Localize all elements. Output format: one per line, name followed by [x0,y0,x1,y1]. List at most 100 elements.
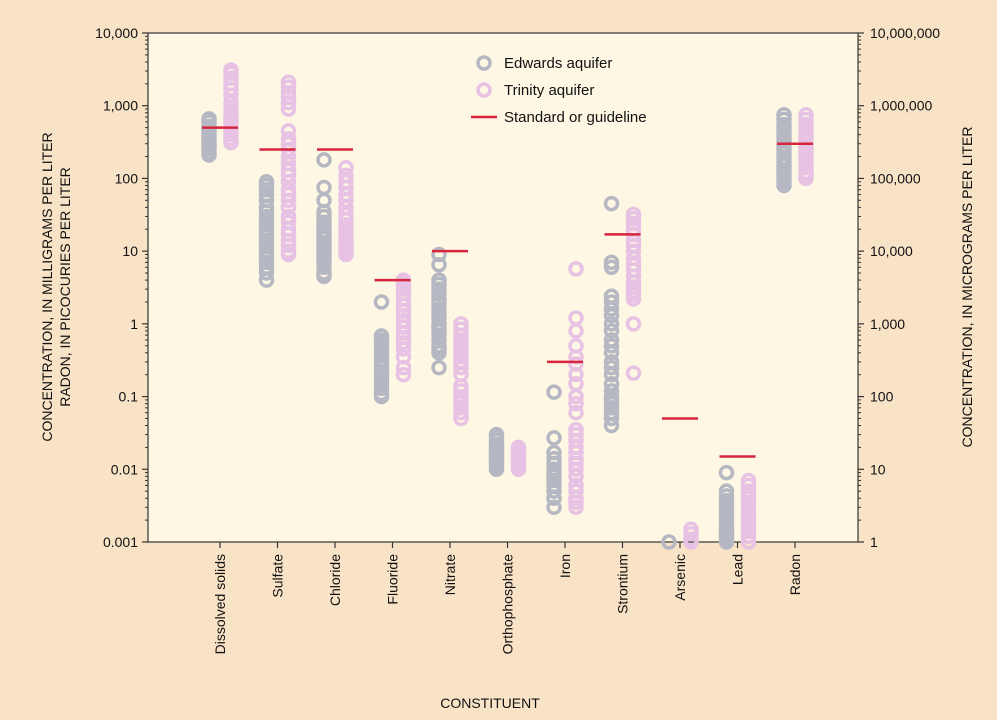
edwards-aquifer-point [603,323,620,339]
legend-trinity-label: Trinity aquifer [504,82,594,99]
trinity-aquifer-point [280,131,297,147]
edwards-series [201,107,792,550]
edwards-aquifer-point [603,294,620,310]
trinity-aquifer-point [683,531,699,547]
edwards-aquifer-point [431,301,447,317]
y-tick-label: 0.1 [119,389,139,405]
x-tick-label-sulfate: Sulfate [270,554,286,598]
trinity-aquifer-point [223,101,239,117]
edwards-aquifer-point [603,354,620,370]
trinity-aquifer-point [625,206,642,223]
edwards-aquifer-point [546,444,562,461]
trinity-aquifer-point [510,439,527,456]
y-tick-label: 1,000 [103,98,138,114]
edwards-aquifer-point [776,116,792,133]
trinity-aquifer-point [625,316,642,332]
edwards-aquifer-point [431,291,447,307]
edwards-aquifer-point [603,254,620,271]
edwards-aquifer-point [546,384,562,400]
y2-tick-label: 10 [870,461,886,477]
trinity-aquifer-point [568,483,584,499]
edwards-aquifer-point [373,294,390,310]
trinity-aquifer-point [395,366,412,383]
y-tick-label: 1 [130,316,138,332]
trinity-aquifer-point [798,116,814,133]
edwards-aquifer-point [431,359,447,376]
edwards-aquifer-point [718,483,735,499]
x-tick-label-fluoride: Fluoride [385,554,401,605]
x-axis-label: CONSTITUENT [440,695,540,711]
trinity-aquifer-point [338,160,354,176]
y-tick-label: 100 [115,170,139,186]
x-tick-label-radon: Radon [787,554,803,595]
trinity-aquifer-point [453,316,469,332]
edwards-aquifer-point [201,111,217,127]
edwards-aquifer-point [258,174,275,190]
x-tick-label-arsenic: Arsenic [672,554,688,601]
edwards-aquifer-point [431,246,447,263]
edwards-aquifer-point [603,376,620,392]
trinity-aquifer-point [280,94,297,111]
trinity-aquifer-point [740,472,757,489]
legend-trinity-marker [476,82,492,98]
y2-axis-label: CONCENTRATION, IN MICROGRAMS PER LITER [959,127,975,448]
trinity-aquifer-point [740,519,757,535]
edwards-aquifer-point [776,107,792,123]
edwards-aquifer-point [603,195,620,212]
trinity-aquifer-point [568,337,584,354]
edwards-aquifer-point [488,426,505,443]
trinity-aquifer-point [568,395,584,412]
edwards-aquifer-point [316,152,332,168]
edwards-aquifer-point [546,499,562,516]
trinity-aquifer-point [568,310,584,326]
y2-tick-label: 10,000,000 [870,25,940,41]
trinity-aquifer-point [280,155,297,172]
trinity-aquifer-point [223,62,239,78]
y2-tick-label: 1 [870,534,878,550]
y2-tick-label: 1,000,000 [870,98,932,114]
trinity-aquifer-point [395,313,412,329]
y2-tick-label: 100,000 [870,170,921,186]
edwards-aquifer-point [546,430,562,446]
edwards-aquifer-point [373,328,390,344]
x-tick-label-nitrate: Nitrate [442,554,458,595]
x-tick-label-dissolved-solids: Dissolved solids [212,554,228,654]
trinity-aquifer-point [338,206,354,223]
edwards-aquifer-point [431,272,447,288]
y-tick-label: 10 [122,243,138,259]
trinity-aquifer-point [568,376,584,392]
y-tick-label: 0.01 [111,461,138,477]
legend-edwards-marker [476,55,492,71]
trinity-aquifer-point [568,421,584,438]
trinity-aquifer-point [395,349,412,365]
y-axis-left: 0.001 0.01 0.1 1 10 100 1,000 10,000 [95,25,148,550]
x-tick-label-strontium: Strontium [615,554,631,614]
trinity-aquifer-point [568,356,584,372]
x-axis: Dissolved solids Sulfate Chloride Fluoride N… [212,542,803,654]
trinity-aquifer-point [453,321,469,337]
trinity-aquifer-point [625,365,642,381]
legend-standard-label: Standard or guideline [504,109,647,126]
trinity-aquifer-point [280,123,297,139]
edwards-aquifer-point [603,383,620,399]
legend-edwards-label: Edwards aquifer [504,55,612,72]
y-axis-label-line2: RADON, IN PICOCURIES PER LITER [57,167,73,407]
y-axis-label-line1: CONCENTRATION, IN MILLIGRAMS PER LITER [39,132,55,441]
edwards-aquifer-point [603,332,620,348]
standard-series [202,126,813,458]
trinity-aquifer-point [568,404,584,421]
trinity-aquifer-point [280,181,297,198]
trinity-aquifer-point [280,214,297,230]
trinity-aquifer-point [683,521,699,537]
trinity-aquifer-point [395,334,412,351]
trinity-aquifer-point [338,167,354,184]
y2-tick-label: 100 [870,389,894,405]
edwards-aquifer-point [603,337,620,354]
trinity-aquifer-point [338,226,354,243]
y-tick-label: 10,000 [95,25,138,41]
y2-tick-label: 1,000 [870,316,905,332]
y-tick-label: 0.001 [103,534,138,550]
x-tick-label-iron: Iron [557,554,573,578]
